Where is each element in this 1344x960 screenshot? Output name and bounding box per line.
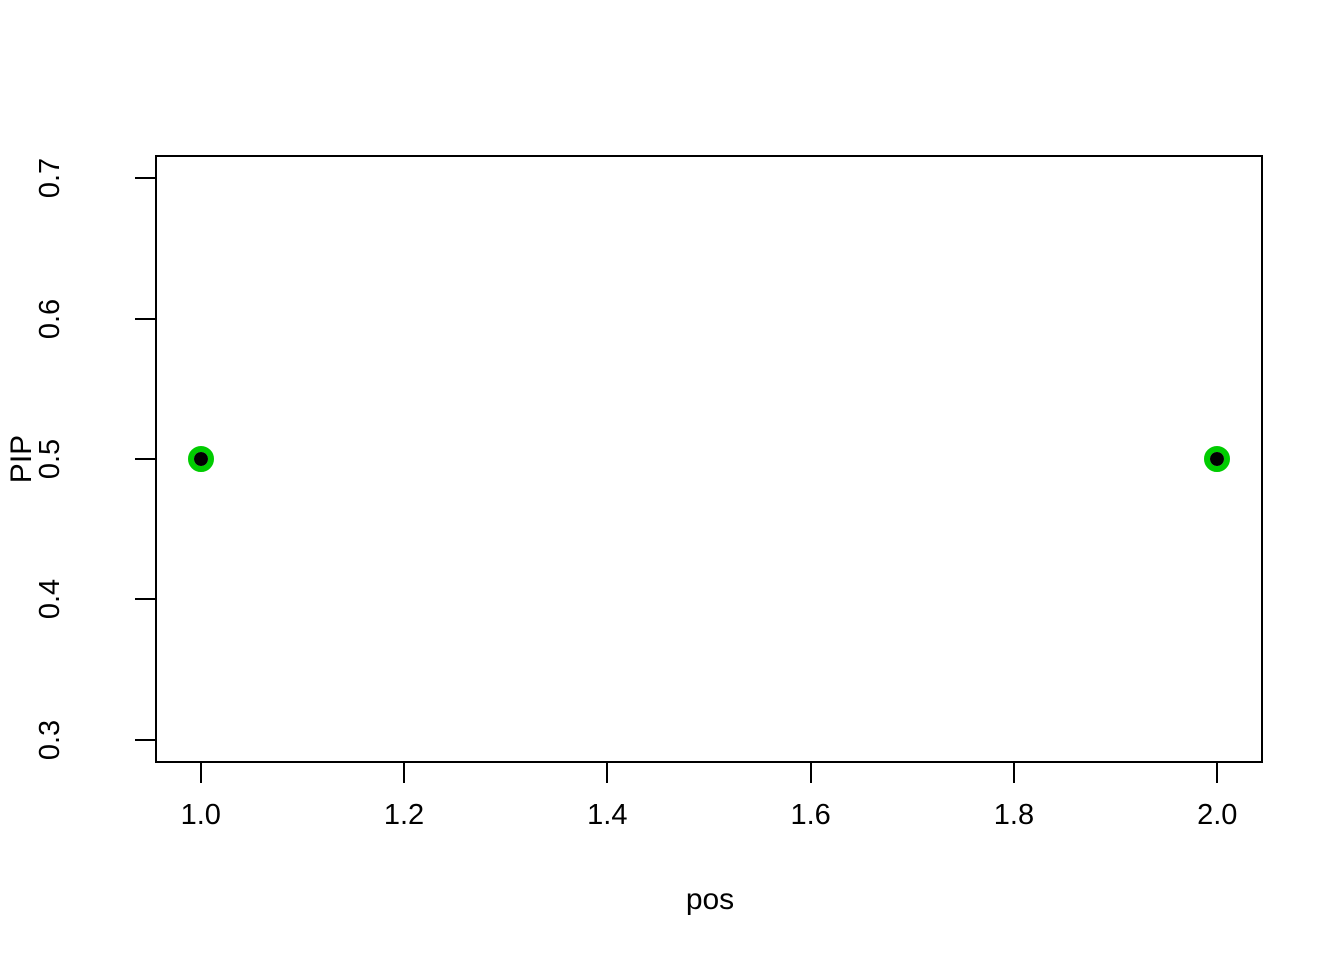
x-axis-tick — [199, 763, 202, 783]
y-axis-tick — [135, 458, 155, 460]
x-axis-tick — [606, 763, 609, 783]
y-axis-tick-label: 0.4 — [34, 579, 66, 620]
y-axis-title: PIP — [5, 434, 38, 484]
x-axis-tick-label: 1.2 — [383, 799, 425, 831]
x-axis-tick — [1216, 763, 1219, 783]
x-axis-tick-label: 2.0 — [1197, 799, 1238, 831]
x-axis-tick — [809, 763, 812, 783]
x-axis-tick-label: 1.8 — [993, 799, 1035, 831]
x-axis-title: pos — [685, 883, 735, 916]
y-axis-tick-label: 0.6 — [34, 298, 66, 339]
x-axis-tick-label: 1.0 — [180, 799, 221, 831]
y-axis-tick — [135, 738, 155, 741]
y-axis-tick — [135, 598, 155, 601]
x-axis-tick-label: 1.6 — [790, 799, 831, 831]
y-axis-tick-label: 0.7 — [34, 158, 66, 199]
y-axis-tick — [135, 177, 155, 180]
x-axis-tick — [403, 763, 406, 783]
x-axis-tick — [1012, 763, 1015, 783]
x-axis-tick-label: 1.4 — [587, 799, 628, 831]
y-axis-tick — [135, 317, 155, 320]
y-axis-tick-label: 0.3 — [34, 719, 66, 760]
plot-frame — [155, 155, 1263, 763]
